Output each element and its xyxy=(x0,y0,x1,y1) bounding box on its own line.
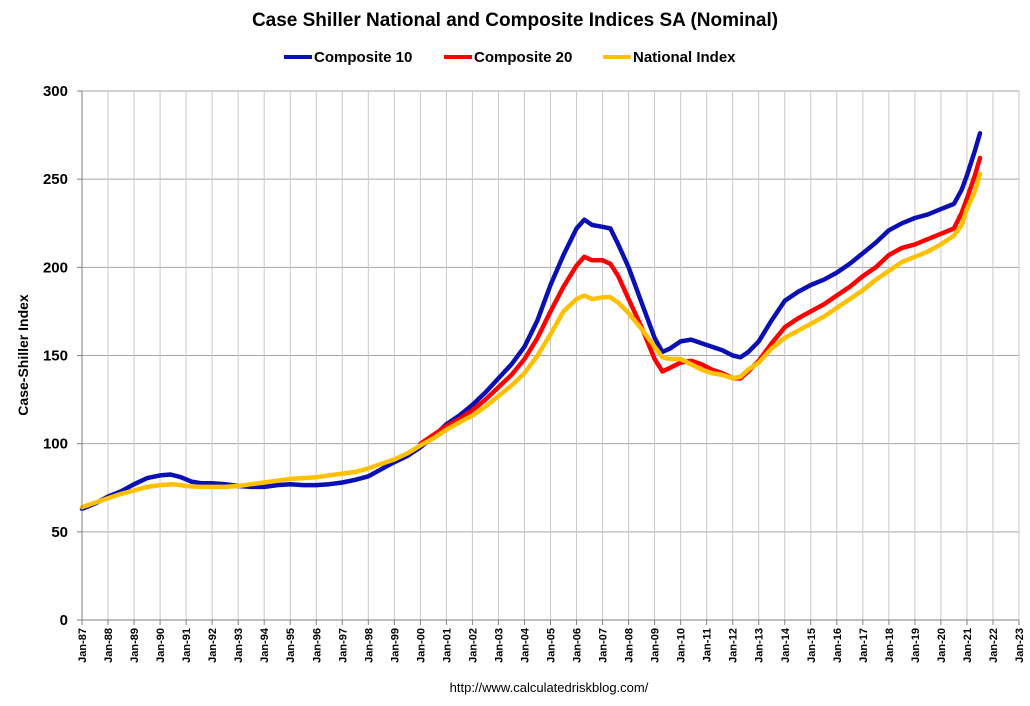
axes xyxy=(77,90,1020,625)
x-tick-label: Jan-20 xyxy=(936,628,948,663)
y-tick-label: 150 xyxy=(43,348,68,365)
chart-title: Case Shiller National and Composite Indi… xyxy=(252,10,778,31)
y-tick-label: 0 xyxy=(60,612,68,629)
x-tick-label: Jan-92 xyxy=(207,628,219,663)
y-tick-label: 200 xyxy=(43,259,68,276)
x-tick-label: Jan-00 xyxy=(415,628,427,663)
x-tick-label: Jan-02 xyxy=(467,628,479,663)
series-line-composite-20 xyxy=(418,155,983,446)
x-tick-label: Jan-09 xyxy=(650,628,662,663)
x-tick-label: Jan-07 xyxy=(598,628,610,663)
x-tick-label: Jan-98 xyxy=(363,628,375,663)
x-tick-label: Jan-16 xyxy=(832,628,844,663)
x-tick-label: Jan-10 xyxy=(676,628,688,663)
x-tick-label: Jan-08 xyxy=(624,628,636,663)
y-axis-label: Case-Shiller Index xyxy=(15,294,31,416)
x-tick-label: Jan-99 xyxy=(389,628,401,663)
legend-label-national-index: National Index xyxy=(633,49,736,66)
x-tick-label: Jan-18 xyxy=(884,628,896,663)
x-tick-label: Jan-05 xyxy=(546,628,558,663)
x-tick-label: Jan-15 xyxy=(806,628,818,663)
x-tick-label: Jan-12 xyxy=(728,628,740,663)
x-tick-label: Jan-14 xyxy=(780,627,792,663)
y-tick-label: 100 xyxy=(43,436,68,453)
x-tick-label: Jan-93 xyxy=(233,628,245,663)
x-tick-label: Jan-01 xyxy=(441,628,453,663)
x-tick-label: Jan-03 xyxy=(493,628,505,663)
legend-label-composite-20: Composite 20 xyxy=(474,49,572,66)
x-tick-label: Jan-11 xyxy=(702,628,714,662)
x-tick-label: Jan-96 xyxy=(311,628,323,663)
source-url: http://www.calculatedriskblog.com/ xyxy=(450,680,649,695)
legend-label-composite-10: Composite 10 xyxy=(314,49,412,66)
x-tick-label: Jan-22 xyxy=(988,628,1000,663)
y-tick-label: 300 xyxy=(43,83,68,100)
x-tick-label: Jan-06 xyxy=(572,628,584,663)
x-tick-label: Jan-23 xyxy=(1014,628,1026,663)
series-lines xyxy=(79,131,983,512)
x-tick-label: Jan-19 xyxy=(910,628,922,663)
x-tick-label: Jan-87 xyxy=(77,628,89,663)
x-tick-label: Jan-94 xyxy=(259,627,271,663)
y-tick-label: 250 xyxy=(43,171,68,188)
x-tick-label: Jan-89 xyxy=(129,628,141,663)
x-tick-label: Jan-97 xyxy=(337,628,349,663)
series-line-national-index xyxy=(79,171,983,510)
x-tick-label: Jan-95 xyxy=(285,628,297,663)
x-tick-label: Jan-88 xyxy=(103,628,115,663)
x-axis-ticks: Jan-87 Jan-88 Jan-89 Jan-90 Jan-91 Jan-92 Jan-… xyxy=(77,627,1026,663)
y-tick-label: 50 xyxy=(51,524,68,541)
x-tick-label: Jan-04 xyxy=(519,627,531,663)
legend: Composite 10 Composite 20 National Index xyxy=(284,49,736,66)
x-tick-label: Jan-13 xyxy=(754,628,766,663)
x-tick-label: Jan-17 xyxy=(858,628,870,663)
y-axis-ticks: 0 50 100 150 200 250 300 xyxy=(43,83,68,629)
grid xyxy=(82,90,1020,620)
x-tick-label: Jan-90 xyxy=(155,628,167,663)
x-tick-label: Jan-91 xyxy=(181,628,193,663)
x-tick-label: Jan-21 xyxy=(962,628,974,663)
